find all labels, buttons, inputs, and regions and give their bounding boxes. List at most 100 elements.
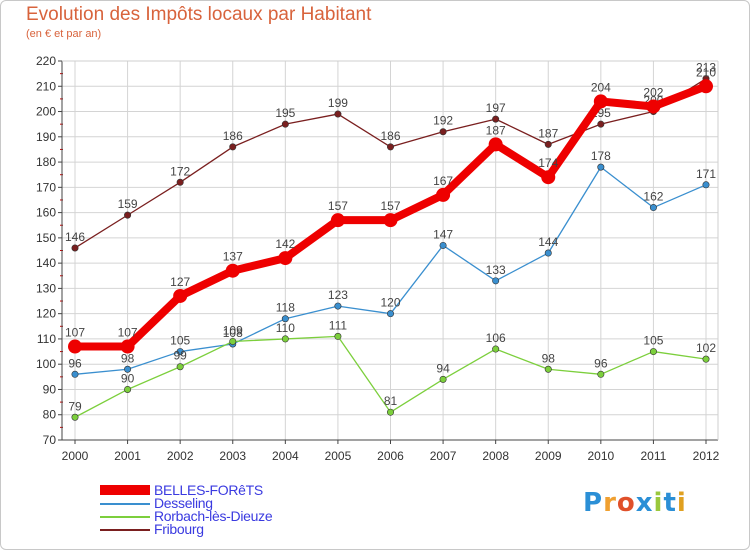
data-label: 157: [380, 199, 400, 213]
data-label: 159: [118, 197, 138, 211]
data-label: 199: [328, 96, 348, 110]
x-tick-label: 2007: [430, 449, 457, 463]
data-point: [71, 370, 79, 378]
data-label: 195: [275, 106, 295, 120]
data-label: 178: [591, 149, 611, 163]
y-tick-label: 80: [43, 408, 57, 422]
data-point: [439, 128, 447, 136]
y-tick-label: 70: [43, 433, 57, 447]
data-label: 106: [486, 331, 506, 345]
data-point: [281, 315, 289, 323]
legend-swatch: [100, 516, 150, 518]
data-point: [281, 335, 289, 343]
data-point: [225, 263, 240, 278]
data-label: 137: [223, 250, 243, 264]
data-label: 162: [643, 190, 663, 204]
data-point: [124, 385, 132, 393]
data-point: [176, 348, 184, 356]
x-tick-label: 2003: [219, 449, 246, 463]
data-point: [176, 363, 184, 371]
data-label: 187: [486, 123, 506, 137]
data-label: 105: [643, 334, 663, 348]
data-label: 167: [433, 174, 453, 188]
logo-letter: i: [653, 488, 664, 518]
data-label: 90: [121, 371, 135, 385]
data-point: [699, 79, 713, 94]
data-point: [439, 241, 447, 249]
data-label: 210: [696, 65, 716, 79]
data-point: [597, 163, 605, 171]
x-tick-label: 2004: [272, 449, 299, 463]
data-point: [646, 99, 661, 114]
data-point: [229, 337, 237, 345]
data-label: 108: [223, 326, 243, 340]
data-label: 99: [173, 349, 187, 363]
data-label: 204: [591, 80, 611, 94]
data-label: 107: [118, 326, 138, 340]
data-label: 192: [433, 114, 453, 128]
data-point: [281, 120, 289, 128]
legend-label: Fribourg: [154, 521, 204, 537]
data-label: 118: [276, 301, 295, 315]
data-point: [544, 365, 552, 373]
data-point: [541, 170, 556, 185]
data-point: [649, 348, 657, 356]
data-point: [386, 408, 394, 416]
data-point: [702, 181, 710, 189]
data-point: [334, 110, 342, 118]
x-tick-label: 2011: [641, 449, 667, 463]
legend-swatch: [100, 485, 150, 495]
data-label: 96: [68, 356, 82, 370]
data-point: [386, 310, 394, 318]
data-point: [439, 375, 447, 383]
y-tick-label: 110: [37, 332, 56, 346]
y-tick-label: 130: [36, 281, 56, 295]
data-point: [278, 251, 293, 266]
data-point: [436, 187, 451, 202]
x-tick-label: 2010: [587, 449, 614, 463]
data-point: [544, 140, 552, 148]
data-label: 197: [486, 101, 506, 115]
data-label: 79: [68, 399, 82, 413]
data-label: 98: [542, 351, 556, 365]
data-label: 171: [696, 167, 716, 181]
y-tick-label: 210: [36, 79, 56, 93]
data-point: [492, 345, 500, 353]
data-label: 81: [384, 394, 398, 408]
y-tick-label: 120: [36, 307, 56, 321]
data-label: 186: [223, 129, 243, 143]
data-label: 146: [65, 230, 85, 244]
y-tick-label: 140: [36, 256, 56, 270]
data-point: [334, 302, 342, 310]
x-tick-label: 2000: [62, 449, 89, 463]
data-label: 105: [170, 334, 190, 348]
data-point: [702, 355, 710, 363]
data-label: 102: [696, 341, 716, 355]
legend-label: BELLES-FORêTS: [154, 482, 263, 498]
data-label: 94: [436, 361, 450, 375]
legend-swatch: [100, 503, 150, 505]
data-label: 98: [121, 351, 135, 365]
data-label: 142: [275, 237, 295, 251]
x-tick-label: 2009: [535, 449, 562, 463]
y-tick-label: 190: [36, 130, 56, 144]
data-point: [597, 120, 605, 128]
data-point: [173, 288, 188, 303]
logo-letter: P: [583, 488, 604, 518]
data-point: [544, 249, 552, 257]
y-tick-label: 150: [36, 231, 56, 245]
logo-letter: i: [676, 488, 687, 518]
proxiti-logo: Proxiti: [583, 488, 687, 518]
chart-subtitle: (en € et par an): [26, 28, 102, 40]
logo-letter: o: [616, 488, 636, 518]
data-label: 133: [486, 263, 506, 277]
data-point: [71, 244, 79, 252]
legend-label: Desseling: [154, 495, 213, 511]
data-label: 144: [538, 235, 558, 249]
legend-swatch: [100, 529, 150, 531]
data-label: 107: [65, 326, 85, 340]
chart-title: Evolution des Impôts locaux par Habitant: [26, 4, 372, 25]
data-label: 174: [538, 156, 558, 170]
y-tick-label: 220: [36, 54, 56, 68]
data-label: 123: [328, 288, 348, 302]
